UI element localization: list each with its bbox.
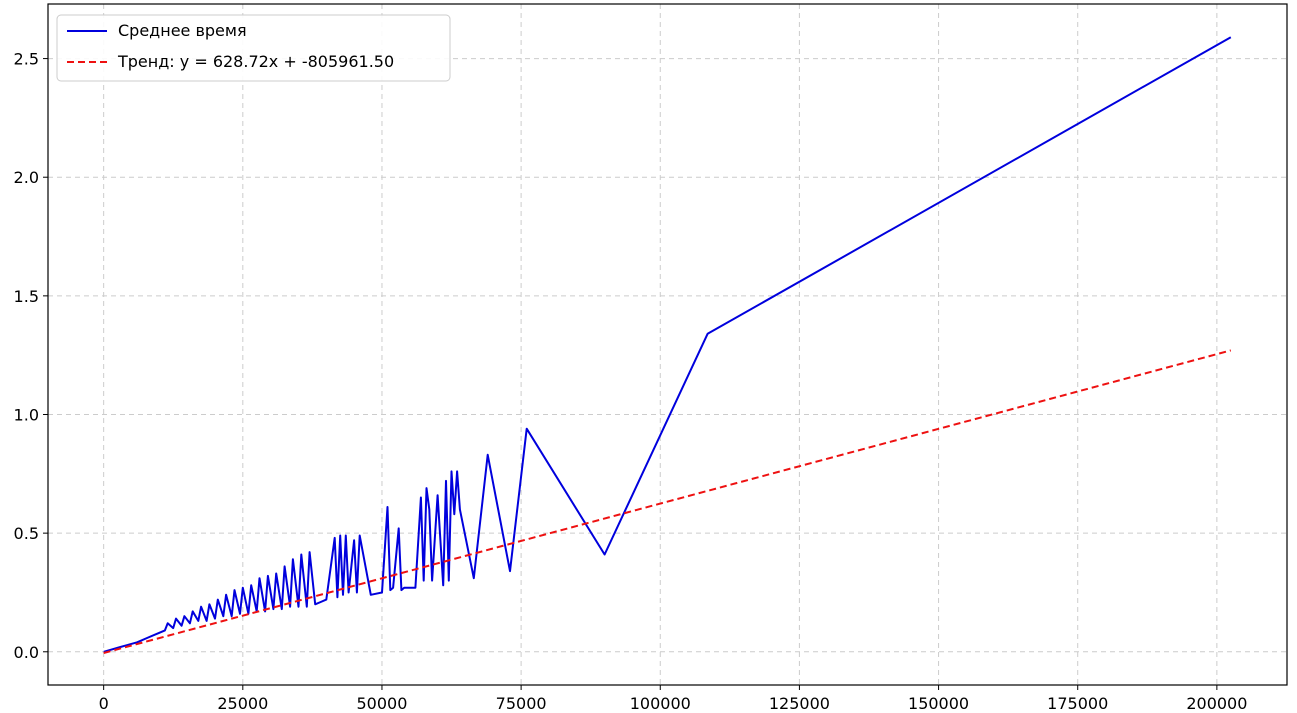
x-tick-label: 150000 — [908, 694, 969, 713]
series-line-trend — [103, 349, 1232, 654]
y-tick-label: 1.0 — [14, 405, 39, 424]
legend-label-mean-time: Среднее время — [118, 21, 247, 40]
x-tick-label: 175000 — [1047, 694, 1108, 713]
x-tick-label: 75000 — [496, 694, 547, 713]
x-tick-label: 100000 — [630, 694, 691, 713]
y-tick-label: 2.5 — [14, 50, 39, 69]
axes-frame — [47, 3, 1288, 686]
y-tick-label: 2.0 — [14, 168, 39, 187]
y-tick-label: 0.5 — [14, 524, 39, 543]
x-tick-label: 25000 — [217, 694, 268, 713]
grid — [48, 4, 1287, 685]
x-tick-label: 125000 — [769, 694, 830, 713]
series-layer — [103, 36, 1232, 654]
ticks: 0 25000 50000 75000 100000 125000 150000 175000… — [14, 50, 1248, 713]
x-tick-label: 200000 — [1186, 694, 1247, 713]
x-tick-label: 0 — [99, 694, 109, 713]
series-line-mean-time — [103, 36, 1232, 653]
y-tick-label: 1.5 — [14, 287, 39, 306]
legend-box — [56, 14, 451, 82]
legend: Среднее время Тренд: y = 628.72x + -8059… — [56, 14, 451, 82]
x-tick-label: 50000 — [357, 694, 408, 713]
legend-label-trend: Тренд: y = 628.72x + -805961.50 — [117, 52, 394, 71]
y-tick-label: 0.0 — [14, 643, 39, 662]
